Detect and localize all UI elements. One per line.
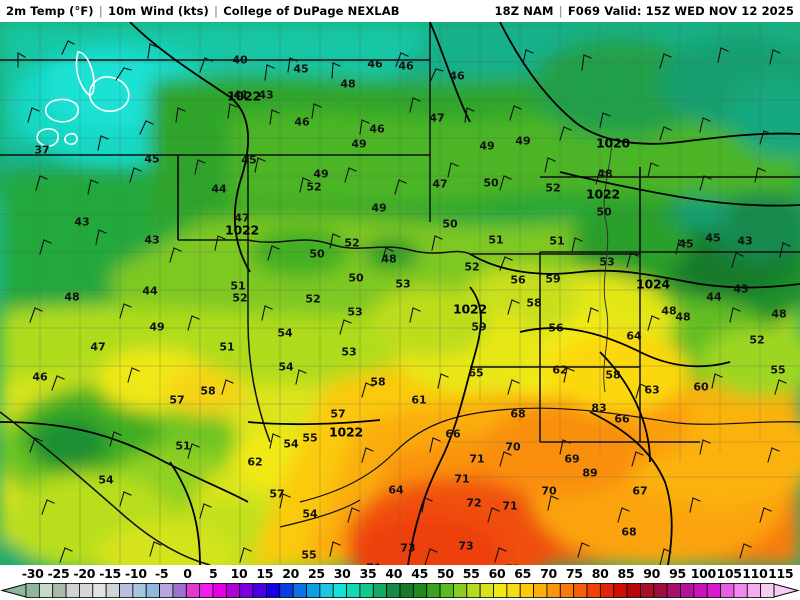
river-layer xyxy=(603,141,613,393)
header-field-label: 2m Temp (°F) xyxy=(6,4,94,18)
header-valid-time-label: F069 Valid: 15Z WED NOV 12 2025 xyxy=(567,4,794,18)
colorbar-tick: 0 xyxy=(183,566,192,581)
colorbar-region: -30 -25 -20 -15 -10 -5 0 5 10 15 20 25 30 35 40 45 50 55 6… xyxy=(0,565,800,600)
colorbar-tick: 115 xyxy=(768,566,794,581)
colorbar-tick: 85 xyxy=(617,566,635,581)
colorbar-tick: 30 xyxy=(333,566,351,581)
colorbar-tick: 35 xyxy=(359,566,377,581)
colorbar-tick: 55 xyxy=(462,566,480,581)
colorbar-tick: 70 xyxy=(540,566,557,581)
weather-map-canvas[interactable]: 37 43 48 46 47 44 43 45 49 57 58 51 54 51 51 1022 1022 40… xyxy=(0,22,800,565)
colorbar-tick: 50 xyxy=(436,566,454,581)
state-borders-layer xyxy=(0,22,800,565)
header-separator-3: | xyxy=(558,4,563,18)
header-separator-2: | xyxy=(213,4,219,18)
header-wind-label: 10m Wind (kts) xyxy=(107,4,209,18)
colorbar-tick: -5 xyxy=(154,566,169,581)
map-header-bar: 2m Temp (°F) | 10m Wind (kts) | College … xyxy=(0,0,800,22)
cold-contour-layer xyxy=(36,51,130,147)
colorbar-tick: -30 xyxy=(21,566,44,581)
colorbar-tick: 40 xyxy=(385,566,403,581)
colorbar-tick: -15 xyxy=(99,566,121,581)
colorbar-tick: 25 xyxy=(307,566,325,581)
colorbar-tick: -10 xyxy=(125,566,147,581)
header-source-label: College of DuPage NEXLAB xyxy=(223,4,400,18)
colorbar-tick: 90 xyxy=(643,566,661,581)
colorbar-tick: 10 xyxy=(230,566,248,581)
colorbar-tick: 95 xyxy=(669,566,686,581)
header-left-group: 2m Temp (°F) | 10m Wind (kts) | College … xyxy=(6,4,400,18)
header-right-group: 18Z NAM | F069 Valid: 15Z WED NOV 12 202… xyxy=(495,4,795,18)
colorbar-svg xyxy=(0,583,800,598)
colorbar-tick: 65 xyxy=(514,566,532,581)
header-model-label: 18Z NAM xyxy=(494,4,554,18)
colorbar-tick: 45 xyxy=(411,566,428,581)
colorbar-tick-labels: -30 -25 -20 -15 -10 -5 0 5 10 15 20 25 30 35 40 45 50 55 6… xyxy=(0,565,800,582)
wind-barbs-layer xyxy=(17,40,791,565)
mslp-contour-layer xyxy=(0,22,800,565)
colorbar-tick: 60 xyxy=(488,566,506,581)
colorbar-tick: -20 xyxy=(73,566,96,581)
colorbar-tick: 75 xyxy=(565,566,583,581)
header-separator-1: | xyxy=(98,4,103,18)
colorbar-tick: 80 xyxy=(591,566,609,581)
temperature-field-svg xyxy=(0,22,800,565)
colorbar-tick: -25 xyxy=(47,566,70,581)
colorbar-tick: 100 xyxy=(690,566,717,581)
colorbar-swatch-strip[interactable] xyxy=(0,583,800,598)
colorbar-tick: 105 xyxy=(716,566,742,581)
colorbar-tick: 15 xyxy=(256,566,274,581)
colorbar-tick: 20 xyxy=(282,566,299,581)
colorbar-tick: 110 xyxy=(742,566,768,581)
county-borders-layer xyxy=(0,22,800,565)
colorbar-tick: 5 xyxy=(208,566,218,581)
